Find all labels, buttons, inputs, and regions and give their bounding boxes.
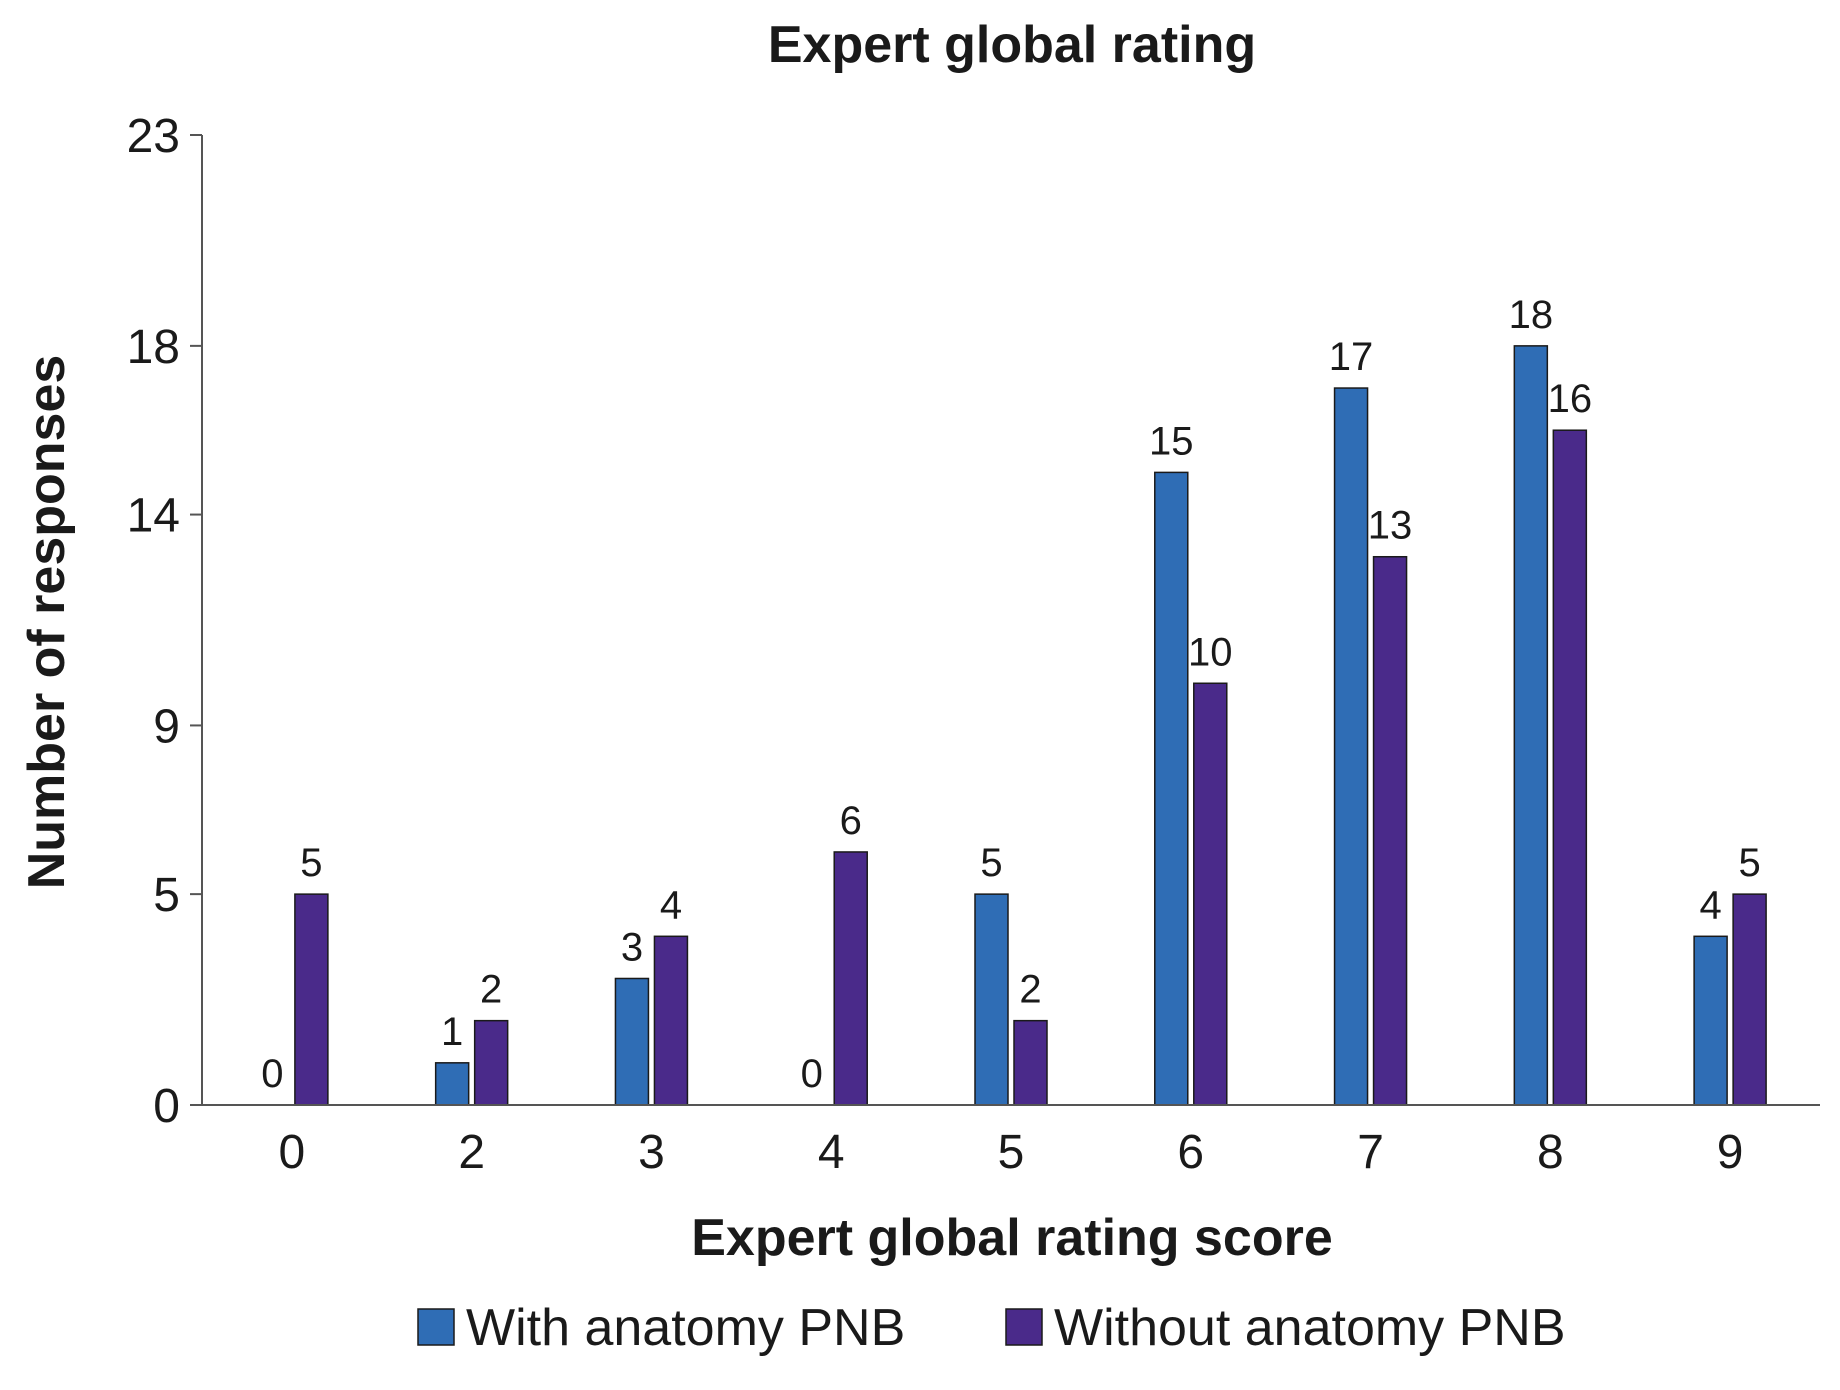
data-label: 5 bbox=[1738, 841, 1760, 885]
data-label: 4 bbox=[660, 883, 682, 927]
x-tick-label: 9 bbox=[1717, 1126, 1744, 1179]
data-label: 5 bbox=[980, 841, 1002, 885]
bar-without-2 bbox=[473, 1019, 509, 1106]
chart-title: Expert global rating bbox=[768, 16, 1256, 74]
legend-label: With anatomy PNB bbox=[466, 1299, 905, 1357]
legend-label: Without anatomy PNB bbox=[1054, 1299, 1566, 1357]
data-label: 18 bbox=[1509, 293, 1554, 337]
y-tick-label: 5 bbox=[153, 869, 180, 922]
data-label: 2 bbox=[1019, 968, 1041, 1012]
y-tick-label: 18 bbox=[127, 321, 180, 374]
data-label: 6 bbox=[840, 799, 862, 843]
y-tick-label: 14 bbox=[127, 490, 180, 543]
bar-with-3 bbox=[614, 977, 650, 1106]
data-label: 16 bbox=[1548, 377, 1593, 421]
bars-group bbox=[294, 345, 1767, 1106]
legend-swatch bbox=[417, 1308, 455, 1346]
data-label: 15 bbox=[1149, 419, 1194, 463]
y-tick-label: 9 bbox=[153, 700, 180, 753]
data-label: 3 bbox=[621, 925, 643, 969]
bar-without-0 bbox=[294, 893, 329, 1106]
bar-without-4 bbox=[833, 851, 868, 1106]
x-tick-label: 8 bbox=[1537, 1126, 1564, 1179]
bar-with-6 bbox=[1154, 471, 1189, 1106]
data-label: 10 bbox=[1188, 630, 1233, 674]
x-axis-title: Expert global rating score bbox=[691, 1209, 1333, 1267]
bar-with-8 bbox=[1513, 345, 1549, 1106]
data-label: 4 bbox=[1699, 883, 1721, 927]
bar-without-9 bbox=[1732, 893, 1767, 1106]
bar-with-5 bbox=[974, 893, 1009, 1106]
x-tick-label: 5 bbox=[998, 1126, 1025, 1179]
y-axis: 0 5 9 14 18 23 bbox=[127, 110, 202, 1133]
y-axis-title: Number of responses bbox=[18, 355, 76, 890]
legend-swatch bbox=[1005, 1308, 1043, 1346]
bar-with-7 bbox=[1333, 387, 1369, 1106]
bar-without-7 bbox=[1372, 555, 1408, 1106]
data-label: 1 bbox=[441, 1010, 463, 1054]
bar-with-2 bbox=[434, 1062, 470, 1106]
data-label: 13 bbox=[1368, 504, 1413, 548]
x-tick-label: 2 bbox=[458, 1126, 485, 1179]
data-label: 5 bbox=[300, 841, 322, 885]
x-tick-label: 4 bbox=[818, 1126, 845, 1179]
bar-without-5 bbox=[1013, 1019, 1048, 1106]
data-label: 2 bbox=[480, 968, 502, 1012]
data-label: 17 bbox=[1329, 335, 1374, 379]
data-label: 0 bbox=[801, 1052, 823, 1096]
bar-with-9 bbox=[1693, 935, 1728, 1106]
x-tick-label: 6 bbox=[1177, 1126, 1204, 1179]
legend: With anatomy PNB Without anatomy PNB bbox=[417, 1299, 1566, 1357]
bar-without-8 bbox=[1552, 429, 1588, 1106]
y-tick-label: 23 bbox=[127, 110, 180, 163]
x-axis: 0 2 3 4 5 6 7 8 9 bbox=[279, 1126, 1744, 1179]
x-tick-label: 0 bbox=[279, 1126, 306, 1179]
data-label: 0 bbox=[261, 1052, 283, 1096]
y-tick-label: 0 bbox=[153, 1080, 180, 1133]
bar-without-3 bbox=[653, 935, 689, 1106]
bar-without-6 bbox=[1193, 682, 1228, 1106]
x-tick-label: 7 bbox=[1357, 1126, 1384, 1179]
x-tick-label: 3 bbox=[638, 1126, 665, 1179]
